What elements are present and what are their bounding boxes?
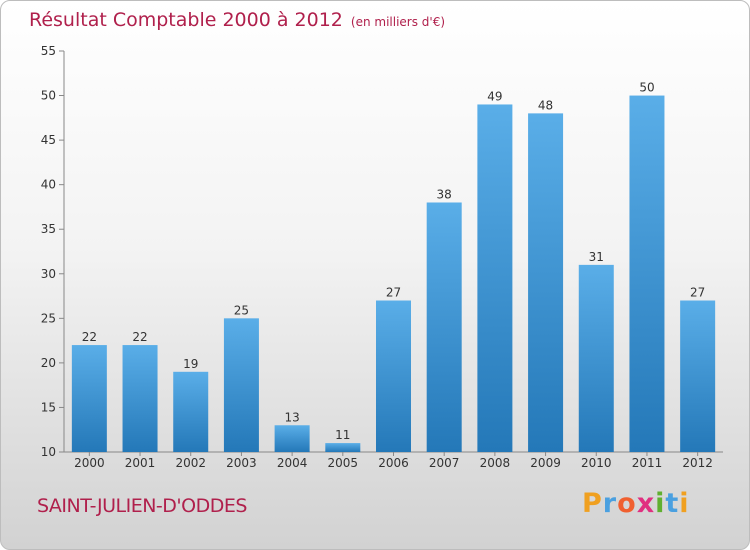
proxiti-logo: Proxiti (582, 488, 690, 519)
data-label: 19 (183, 357, 198, 371)
x-tick-label: 2003 (226, 456, 257, 470)
data-label: 22 (132, 330, 147, 344)
bar-2010 (578, 264, 614, 452)
data-label: 38 (437, 187, 452, 201)
data-label: 11 (335, 428, 350, 442)
x-tick-label: 2004 (277, 456, 308, 470)
bar-2002 (173, 371, 209, 452)
y-tick-label: 35 (41, 222, 56, 236)
bar-2005 (325, 443, 361, 452)
bar-2006 (376, 300, 411, 452)
chart-title-text: Résultat Comptable 2000 à 2012 (29, 9, 343, 31)
x-tick-label: 2010 (581, 456, 612, 470)
chart-title: Résultat Comptable 2000 à 2012 (en millie… (29, 9, 445, 31)
x-tick-label: 2011 (632, 456, 663, 470)
y-tick-label: 10 (41, 445, 56, 459)
bar-2008 (477, 104, 513, 452)
data-label: 25 (234, 303, 249, 317)
x-tick-label: 2002 (175, 456, 206, 470)
bar-2000 (71, 345, 107, 452)
chart-unit: (en milliers d'€) (350, 15, 446, 29)
x-tick-label: 2007 (429, 456, 460, 470)
x-tick-label: 2005 (328, 456, 359, 470)
y-tick-label: 45 (41, 133, 56, 147)
data-label: 22 (82, 330, 97, 344)
x-tick-label: 2006 (378, 456, 409, 470)
data-label: 50 (639, 81, 654, 95)
x-tick-label: 2008 (480, 456, 511, 470)
x-tick-label: 2009 (530, 456, 561, 470)
bar-2009 (528, 113, 564, 452)
x-tick-label: 2001 (125, 456, 156, 470)
bar-2004 (274, 425, 310, 452)
bar-2007 (426, 202, 462, 452)
y-tick-label: 25 (41, 311, 56, 325)
bar-2001 (122, 345, 158, 452)
bar-2011 (629, 95, 665, 453)
data-label: 49 (487, 89, 502, 103)
data-label: 31 (589, 250, 604, 264)
y-tick-label: 30 (41, 267, 56, 281)
bar-2012 (680, 300, 716, 452)
data-label: 27 (690, 286, 705, 300)
y-tick-label: 40 (41, 178, 56, 192)
data-label: 27 (386, 286, 401, 300)
y-tick-label: 55 (41, 44, 56, 58)
data-label: 13 (284, 410, 299, 424)
y-tick-label: 50 (41, 89, 56, 103)
y-tick-label: 15 (41, 400, 56, 414)
town-name: SAINT-JULIEN-D'ODDES (37, 495, 247, 517)
y-tick-label: 20 (41, 356, 56, 370)
bar-2003 (223, 318, 259, 452)
x-tick-label: 2000 (74, 456, 105, 470)
x-tick-label: 2012 (682, 456, 713, 470)
data-label: 48 (538, 98, 553, 112)
